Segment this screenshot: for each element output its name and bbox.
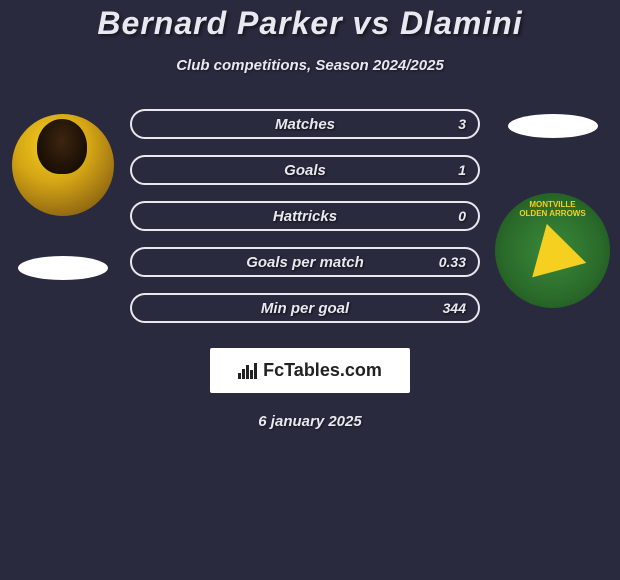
stat-label: Matches (275, 116, 335, 133)
subtitle: Club competitions, Season 2024/2025 (176, 57, 444, 74)
stat-label: Goals (284, 162, 326, 179)
club-badge-text: MONTVILLE OLDEN ARROWS (519, 201, 585, 219)
stat-value-right: 344 (443, 300, 466, 316)
player-avatar-left (12, 114, 114, 216)
stat-value-right: 0 (458, 208, 466, 224)
date-line: 6 january 2025 (258, 413, 361, 430)
flag-right (508, 114, 598, 138)
stat-row-goals-per-match: Goals per match 0.33 (130, 247, 480, 277)
right-player-col: MONTVILLE OLDEN ARROWS (485, 109, 620, 308)
stat-label: Goals per match (246, 254, 364, 271)
stat-value-right: 0.33 (439, 254, 466, 270)
stat-value-right: 1 (458, 162, 466, 178)
stat-label: Hattricks (273, 208, 337, 225)
stat-row-goals: Goals 1 (130, 155, 480, 185)
bar-chart-icon (238, 363, 257, 379)
left-player-col (0, 109, 125, 280)
brand-text: FcTables.com (263, 360, 382, 381)
stat-label: Min per goal (261, 300, 349, 317)
stat-bars: Matches 3 Goals 1 Hattricks 0 Goals per … (125, 109, 485, 323)
stat-row-hattricks: Hattricks 0 (130, 201, 480, 231)
stat-row-matches: Matches 3 (130, 109, 480, 139)
club-badge-line2: OLDEN ARROWS (519, 210, 585, 219)
page-title: Bernard Parker vs Dlamini (97, 5, 522, 42)
stat-value-right: 3 (458, 116, 466, 132)
comparison-area: Matches 3 Goals 1 Hattricks 0 Goals per … (0, 109, 620, 323)
stat-row-min-per-goal: Min per goal 344 (130, 293, 480, 323)
club-badge-right: MONTVILLE OLDEN ARROWS (495, 193, 610, 308)
brand-badge: FcTables.com (210, 348, 410, 393)
flag-left (18, 256, 108, 280)
